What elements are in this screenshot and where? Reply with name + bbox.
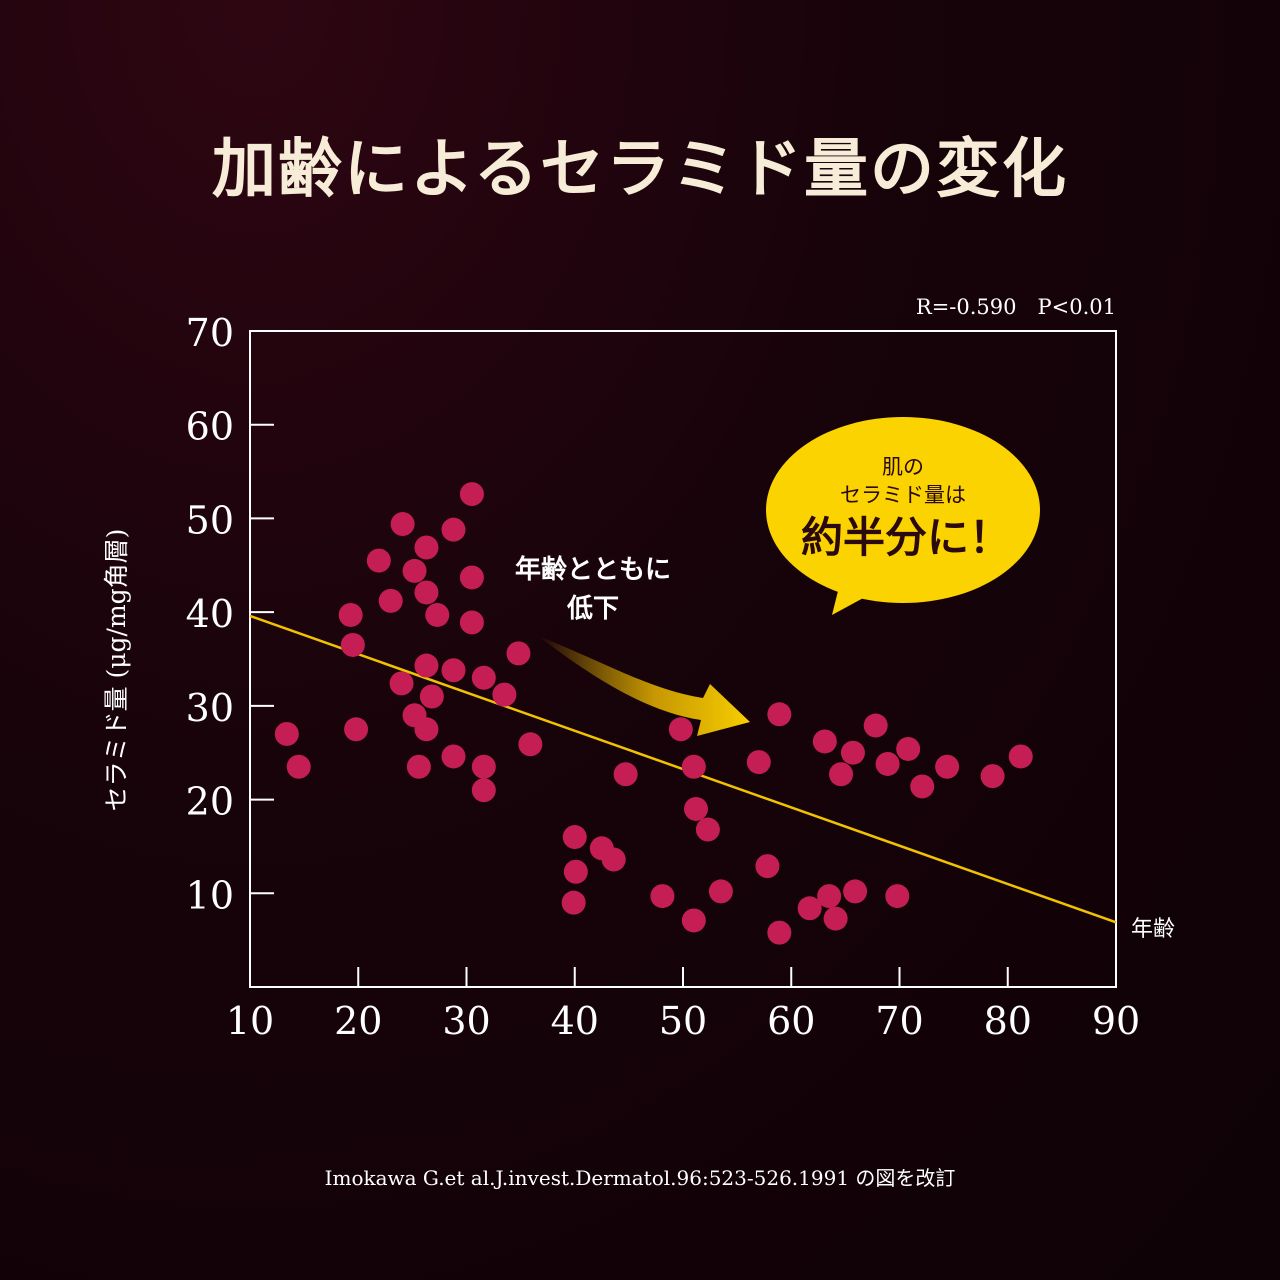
x-tick-label: 10 [226,999,274,1043]
data-point [425,602,450,627]
page-title: 加齢によるセラミド量の変化 [211,132,1069,207]
data-point [695,817,720,842]
speech-bubble: 肌の セラミド量は 約半分に！ [766,417,1040,615]
data-point [683,796,708,821]
data-point [817,884,842,909]
y-tick-label: 40 [186,592,234,636]
plot-frame [249,330,1117,988]
data-point [885,884,910,909]
data-point [1008,744,1033,769]
data-point [366,548,391,573]
decline-arrow [538,636,750,736]
data-point [389,671,414,696]
y-tick-label: 20 [186,780,234,824]
y-tick-label: 60 [186,405,234,449]
data-point [459,610,484,635]
data-point [910,774,935,799]
bubble-line3: 約半分に！ [801,513,1011,562]
data-point [755,854,780,879]
data-point [875,751,900,776]
data-point [414,535,439,560]
y-axis-label: セラミド量 (μg/mg角層) [102,529,131,812]
data-point [390,512,415,537]
data-point [441,744,466,769]
data-point [414,717,439,742]
data-point [459,482,484,507]
y-tick-label: 30 [186,686,234,730]
data-point [812,729,837,754]
data-point [840,740,865,765]
data-point [518,732,543,757]
data-point [459,565,484,590]
data-point [402,558,427,583]
data-point [797,896,822,921]
data-point [681,908,706,933]
data-point [980,764,1005,789]
data-point [767,702,792,727]
x-tick-label: 80 [984,999,1032,1043]
data-point [419,684,444,709]
data-point [613,762,638,787]
y-tick-label: 10 [186,873,234,917]
data-point [506,641,531,666]
x-tick-label: 50 [659,999,707,1043]
source-citation: Imokawa G.et al.J.invest.Dermatol.96:523… [324,1166,956,1190]
data-point [286,754,311,779]
data-point [935,754,960,779]
x-tick-label: 30 [442,999,490,1043]
x-tick-labels: 10 20 30 40 50 60 70 80 90 [226,999,1140,1043]
data-point [563,859,588,884]
data-point [601,847,626,872]
data-point [274,721,299,746]
data-point [340,632,365,657]
bubble-line2: セラミド量は [840,483,966,507]
data-point [492,682,517,707]
arrow-annotation-line1: 年齢とともに [515,554,671,585]
data-point [650,884,675,909]
data-point [863,713,888,738]
tick-marks [250,330,1009,987]
data-point [471,778,496,803]
data-point [561,890,586,915]
data-point [829,762,854,787]
data-points [274,482,1033,945]
data-point [708,879,733,904]
data-point [471,665,496,690]
data-point [767,920,792,945]
x-tick-label: 60 [767,999,815,1043]
y-tick-label: 70 [186,311,234,355]
data-point [823,906,848,931]
data-point [746,750,771,775]
x-tick-label: 70 [875,999,923,1043]
data-point [441,517,466,542]
x-axis-label: 年齢 [1131,917,1175,942]
stats-label: R=-0.590 P<0.01 [916,295,1116,319]
x-tick-label: 90 [1092,999,1140,1043]
bubble-line1: 肌の [882,455,924,479]
data-point [406,754,431,779]
x-tick-label: 20 [334,999,382,1043]
data-point [414,653,439,678]
data-point [344,717,369,742]
data-point [681,754,706,779]
data-point [896,736,921,761]
data-point [414,580,439,605]
x-tick-label: 40 [551,999,599,1043]
y-tick-labels: 10 20 30 40 50 60 70 [186,311,234,917]
data-point [668,717,693,742]
data-point [441,658,466,683]
data-point [843,879,868,904]
data-point [378,588,403,613]
data-point [471,754,496,779]
y-tick-label: 50 [186,498,234,542]
data-point [338,602,363,627]
arrow-annotation-line2: 低下 [566,594,619,624]
data-point [562,825,587,850]
